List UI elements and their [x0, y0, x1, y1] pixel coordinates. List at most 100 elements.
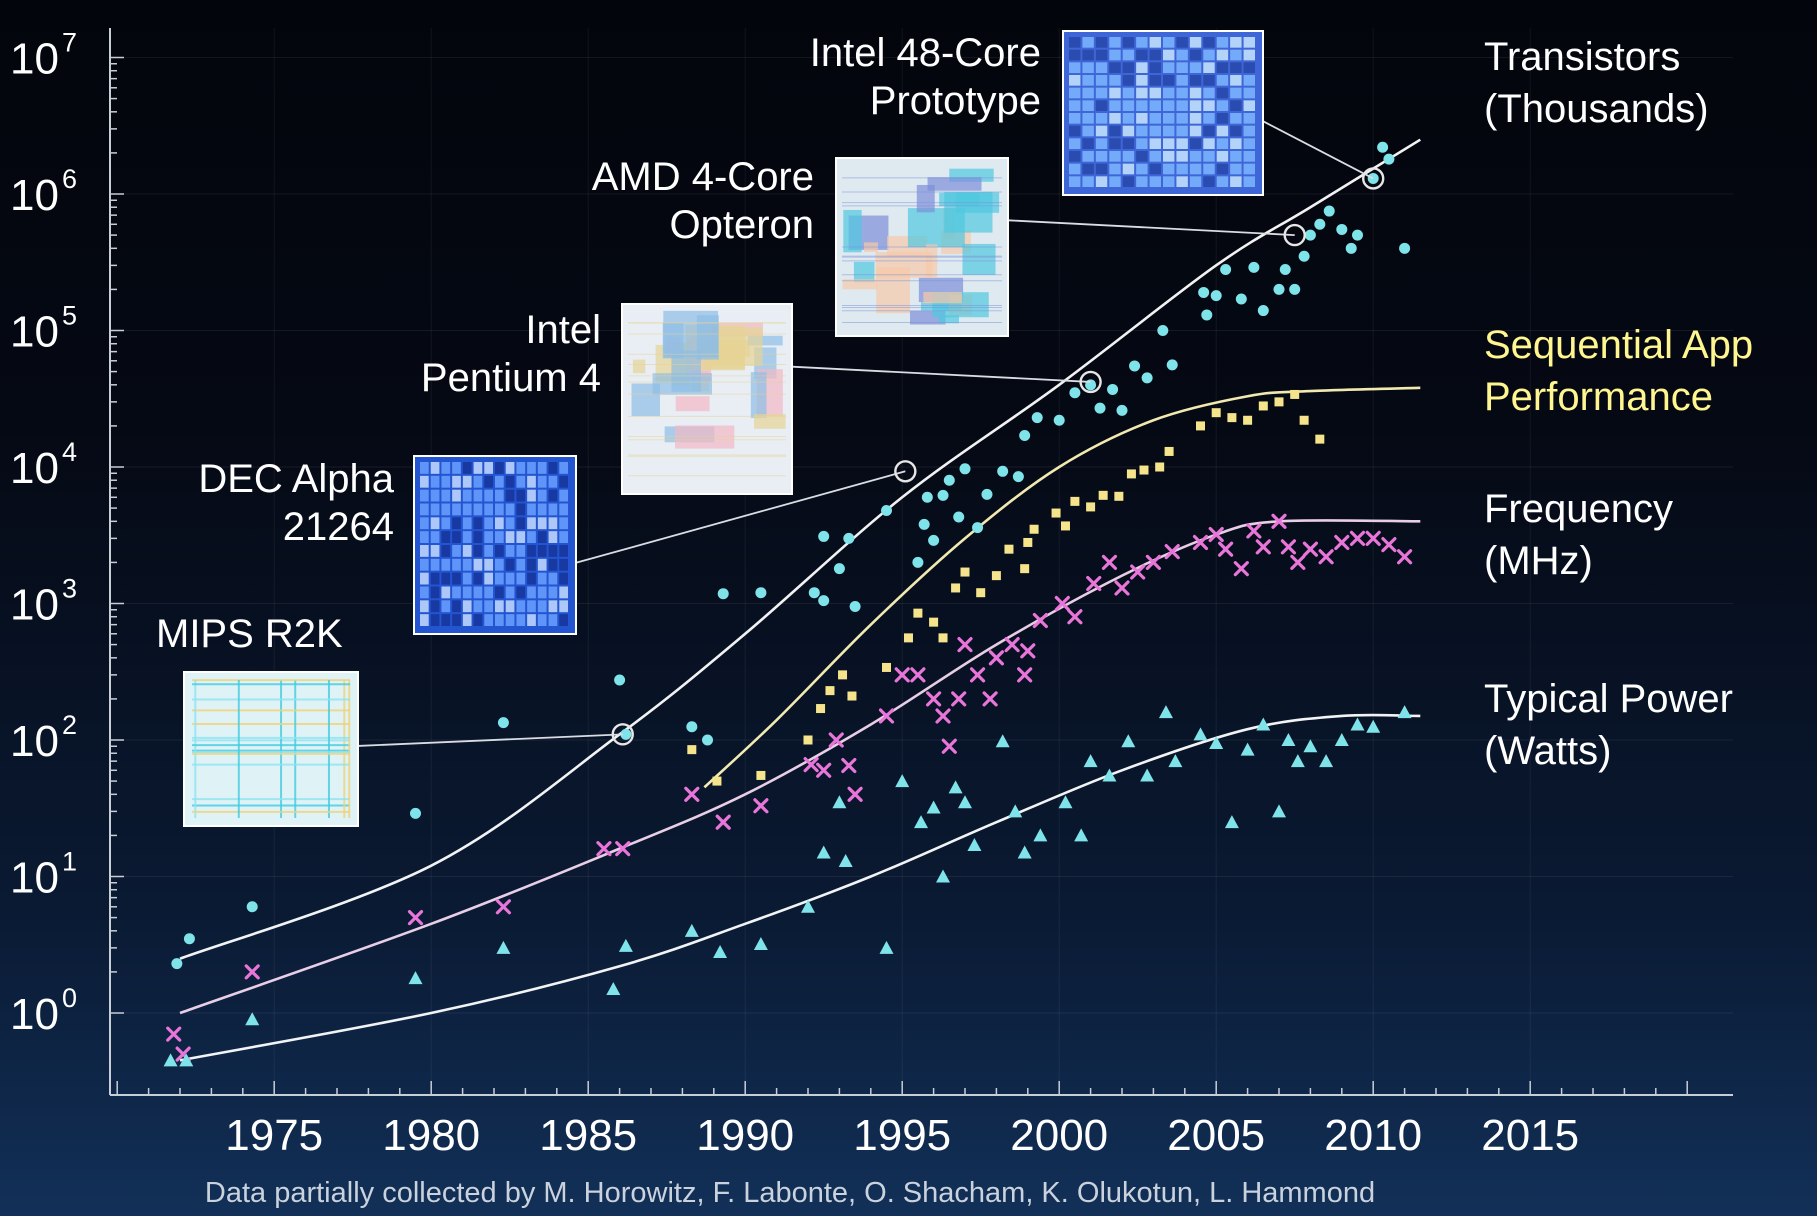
chip-die-cell — [1163, 49, 1175, 61]
data-point-triangle — [179, 1053, 194, 1067]
chip-die-cell — [473, 558, 483, 571]
chip-die-cell — [1122, 113, 1135, 124]
chip-die-cell — [430, 558, 440, 571]
chip-die-cell — [495, 503, 504, 516]
chip-die-cell — [505, 600, 515, 613]
chip-die-cell — [1189, 37, 1202, 48]
data-point-x — [803, 757, 819, 773]
anchor-ring — [1283, 223, 1306, 247]
chip-die-cell — [441, 600, 451, 613]
chip-die-cell — [1203, 176, 1215, 187]
data-point-circle — [1377, 141, 1389, 153]
chip-die-cell — [559, 600, 568, 613]
chip-label-line: MIPS R2K — [156, 612, 343, 656]
chip-die-cell — [1095, 37, 1108, 48]
chip-die-cell — [559, 545, 568, 557]
data-point-x — [244, 964, 260, 980]
chip-die-cell — [1136, 37, 1148, 48]
chip-die-cell — [420, 503, 429, 516]
data-point-x — [926, 691, 942, 707]
data-point-square — [847, 691, 857, 701]
chip-die-cell — [516, 475, 526, 488]
chip-die-block — [632, 359, 646, 374]
chip-die-block — [927, 177, 982, 191]
data-point-square — [1070, 496, 1080, 506]
chip-die-cell — [505, 558, 515, 571]
chip-die-cell — [1163, 37, 1175, 48]
data-point-circle — [1220, 263, 1232, 275]
chip-die-cell — [1122, 49, 1135, 61]
chip-die-cell — [1189, 62, 1202, 73]
chip-die-cell — [441, 572, 451, 585]
chip-die-cell — [1069, 37, 1081, 48]
chip-die-cell — [1216, 62, 1229, 73]
chip-die-cell — [1189, 138, 1202, 149]
data-point-triangle — [838, 853, 853, 867]
data-point-square — [1029, 524, 1039, 534]
chip-die-cell — [1069, 62, 1081, 73]
chip-die-cell — [505, 531, 515, 543]
x-tick-label: 1980 — [382, 1111, 480, 1160]
chip-die-cell — [548, 489, 558, 502]
chip-die-cell — [441, 586, 451, 599]
chip-die-cell — [473, 503, 483, 516]
chip-die-cell — [1136, 163, 1148, 175]
chip-die-cell — [484, 545, 493, 557]
series-label-line: (Watts) — [1484, 729, 1611, 773]
chip-die-cell — [1109, 151, 1121, 162]
data-point-square — [1086, 502, 1096, 512]
chip-die-cell — [1189, 163, 1202, 175]
chip-die-cell — [1216, 113, 1229, 124]
x-tick-label: 2015 — [1481, 1111, 1579, 1160]
chip-die-cell — [1163, 151, 1175, 162]
data-point-circle — [497, 717, 509, 729]
series-label-line: Performance — [1484, 375, 1713, 419]
data-point-triangle — [713, 944, 728, 958]
chip-die-cell — [1122, 176, 1135, 187]
chip-die-cell — [1203, 62, 1215, 73]
chip-die-block — [754, 414, 786, 429]
chip-die-cell — [527, 558, 536, 571]
chip-die-cell — [1109, 138, 1121, 149]
chip-die-cell — [1136, 113, 1148, 124]
data-point-x — [982, 691, 998, 707]
chip-die-block — [962, 243, 996, 276]
data-point-triangle — [1121, 734, 1136, 748]
chip-die-cell — [1189, 75, 1202, 86]
chip-die-cell — [473, 517, 483, 530]
data-point-triangle — [1102, 768, 1117, 782]
data-point-x — [1020, 643, 1036, 659]
chip-die-cell — [1203, 113, 1215, 124]
chip-die-cell — [441, 558, 451, 571]
chip-die-cell — [484, 614, 493, 626]
chip-die-cell — [537, 614, 547, 626]
chip-die-cell — [430, 475, 440, 488]
anchor-ring — [611, 723, 634, 746]
chip-die-cell — [452, 517, 461, 530]
data-point-square — [756, 770, 766, 780]
series-label-line: (MHz) — [1484, 539, 1593, 583]
chip-die-cell — [1109, 176, 1121, 187]
data-point-x — [1280, 539, 1297, 555]
chip-die-cell — [1163, 113, 1175, 124]
chip-die-cell — [527, 614, 536, 626]
chip-die-cell — [1176, 138, 1188, 149]
axes — [109, 28, 1733, 1096]
chip-die-cell — [1122, 75, 1135, 86]
chip-label-line: DEC Alpha — [198, 457, 394, 501]
data-point-square — [1211, 408, 1221, 418]
leader-line — [1262, 120, 1374, 180]
chip-die-cell — [505, 614, 515, 626]
chip-die-cell — [1230, 62, 1242, 73]
chip-die-cell — [1109, 125, 1121, 137]
chip-die-cell — [1122, 138, 1135, 149]
chip-die-cell — [441, 462, 451, 474]
chip-die-cell — [462, 614, 472, 626]
data-point-circle — [1345, 242, 1357, 254]
chip-die-cell — [1095, 113, 1108, 124]
data-point-circle — [410, 807, 421, 819]
chip-die-cell — [473, 614, 483, 626]
chip-die-cell — [537, 545, 547, 557]
series-label-line: Transistors — [1484, 35, 1680, 79]
chip-die-cell — [548, 572, 558, 585]
